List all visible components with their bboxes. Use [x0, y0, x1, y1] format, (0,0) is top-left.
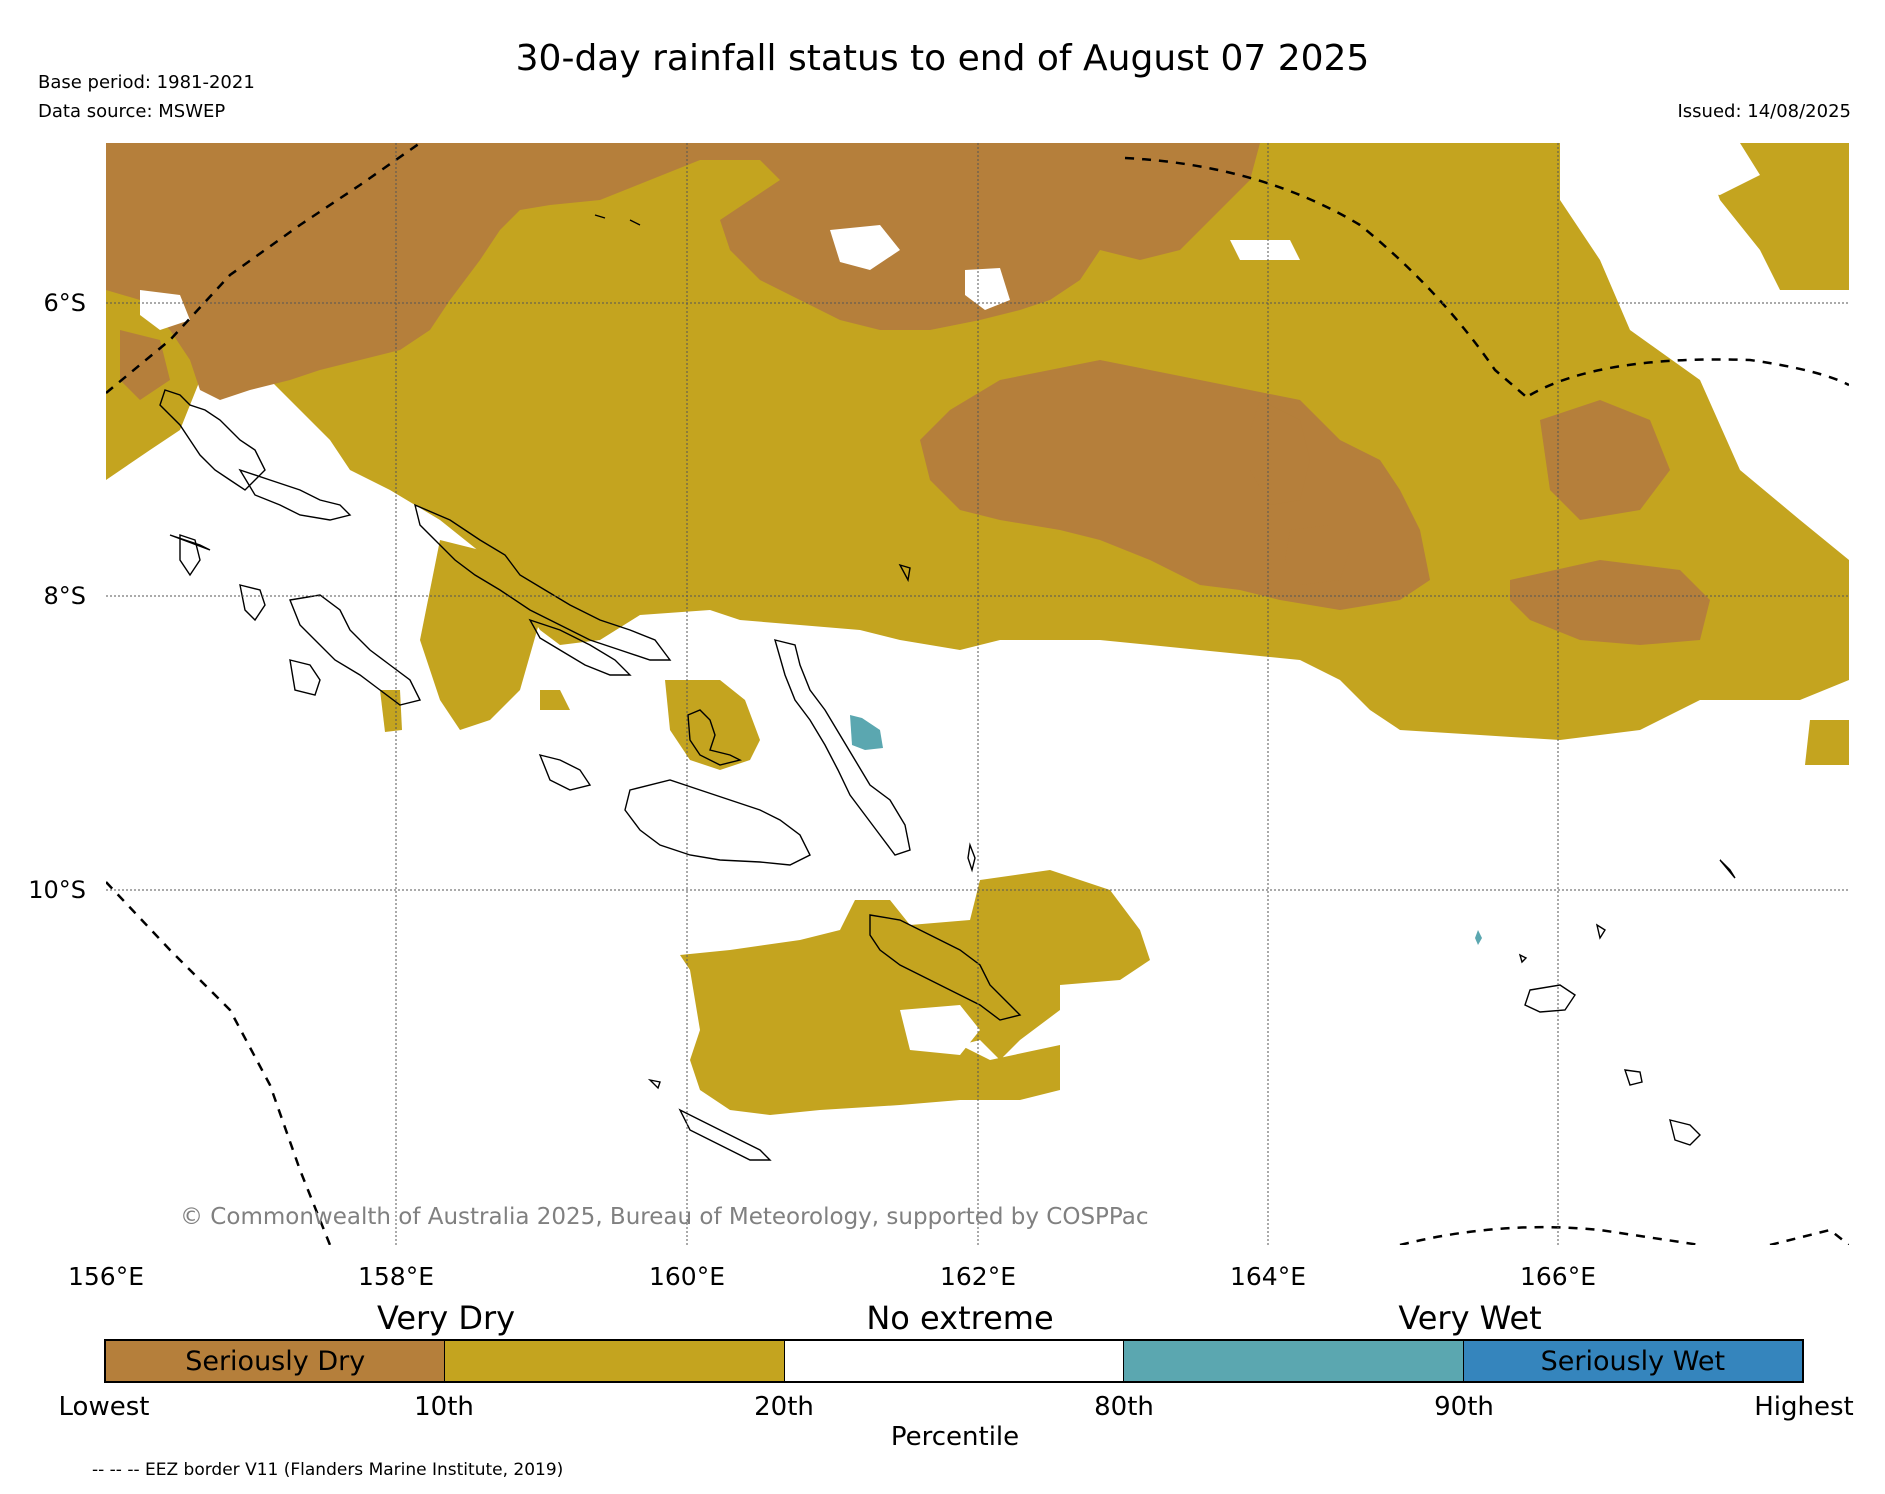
map-title: 30-day rainfall status to end of August …: [515, 38, 1370, 79]
lon-label-160e: 160°E: [649, 1262, 725, 1291]
lon-label-162e: 162°E: [940, 1262, 1016, 1291]
grid: [106, 143, 1849, 1245]
category-very-dry: Very Dry: [376, 1299, 516, 1337]
no-extreme-region: [140, 143, 1790, 1055]
legend-seriously-wet: Seriously Wet: [1463, 1341, 1803, 1381]
legend-tick-10th: 10th: [414, 1392, 474, 1422]
legend-tick-20th: 20th: [754, 1392, 814, 1422]
lat-label-6s: 6°S: [43, 289, 86, 317]
very-wet-region: [1475, 930, 1482, 945]
eez-footnote: -- -- -- EEZ border V11 (Flanders Marine…: [92, 1460, 564, 1480]
legend-tick-80th: 80th: [1094, 1392, 1154, 1422]
legend-axis-label: Percentile: [890, 1422, 1020, 1452]
legend-no-extreme: [784, 1341, 1125, 1381]
legend-seriously-dry: Seriously Dry: [106, 1341, 446, 1381]
lon-label-164e: 164°E: [1230, 1262, 1306, 1291]
lat-label-10s: 10°S: [28, 876, 86, 904]
very-wet-region: [850, 715, 883, 750]
lon-label-166e: 166°E: [1520, 1262, 1596, 1291]
issued-date-text: Issued: 14/08/2025: [1677, 101, 1851, 122]
legend-very-dry: [445, 1341, 785, 1381]
data-source-text: Data source: MSWEP: [38, 101, 226, 122]
base-period-text: Base period: 1981-2021: [38, 72, 255, 93]
lon-label-156e: 156°E: [68, 1262, 144, 1291]
seriously-dry-region: [106, 143, 1710, 645]
coastline: [159, 214, 1736, 1161]
eez-border: [106, 143, 1849, 1245]
legend-very-wet: [1124, 1341, 1464, 1381]
legend-tick-90th: 90th: [1434, 1392, 1494, 1422]
category-no-extreme: No extreme: [866, 1299, 1054, 1337]
lon-label-158e: 158°E: [358, 1262, 434, 1291]
percentile-legend: Seriously Dry Seriously Wet: [104, 1339, 1804, 1383]
legend-tick-highest: Highest: [1754, 1392, 1854, 1422]
legend-tick-lowest: Lowest: [58, 1392, 150, 1422]
copyright-text: © Commonwealth of Australia 2025, Bureau…: [180, 1204, 1149, 1230]
category-very-wet: Very Wet: [1398, 1299, 1542, 1337]
lat-label-8s: 8°S: [43, 582, 86, 610]
